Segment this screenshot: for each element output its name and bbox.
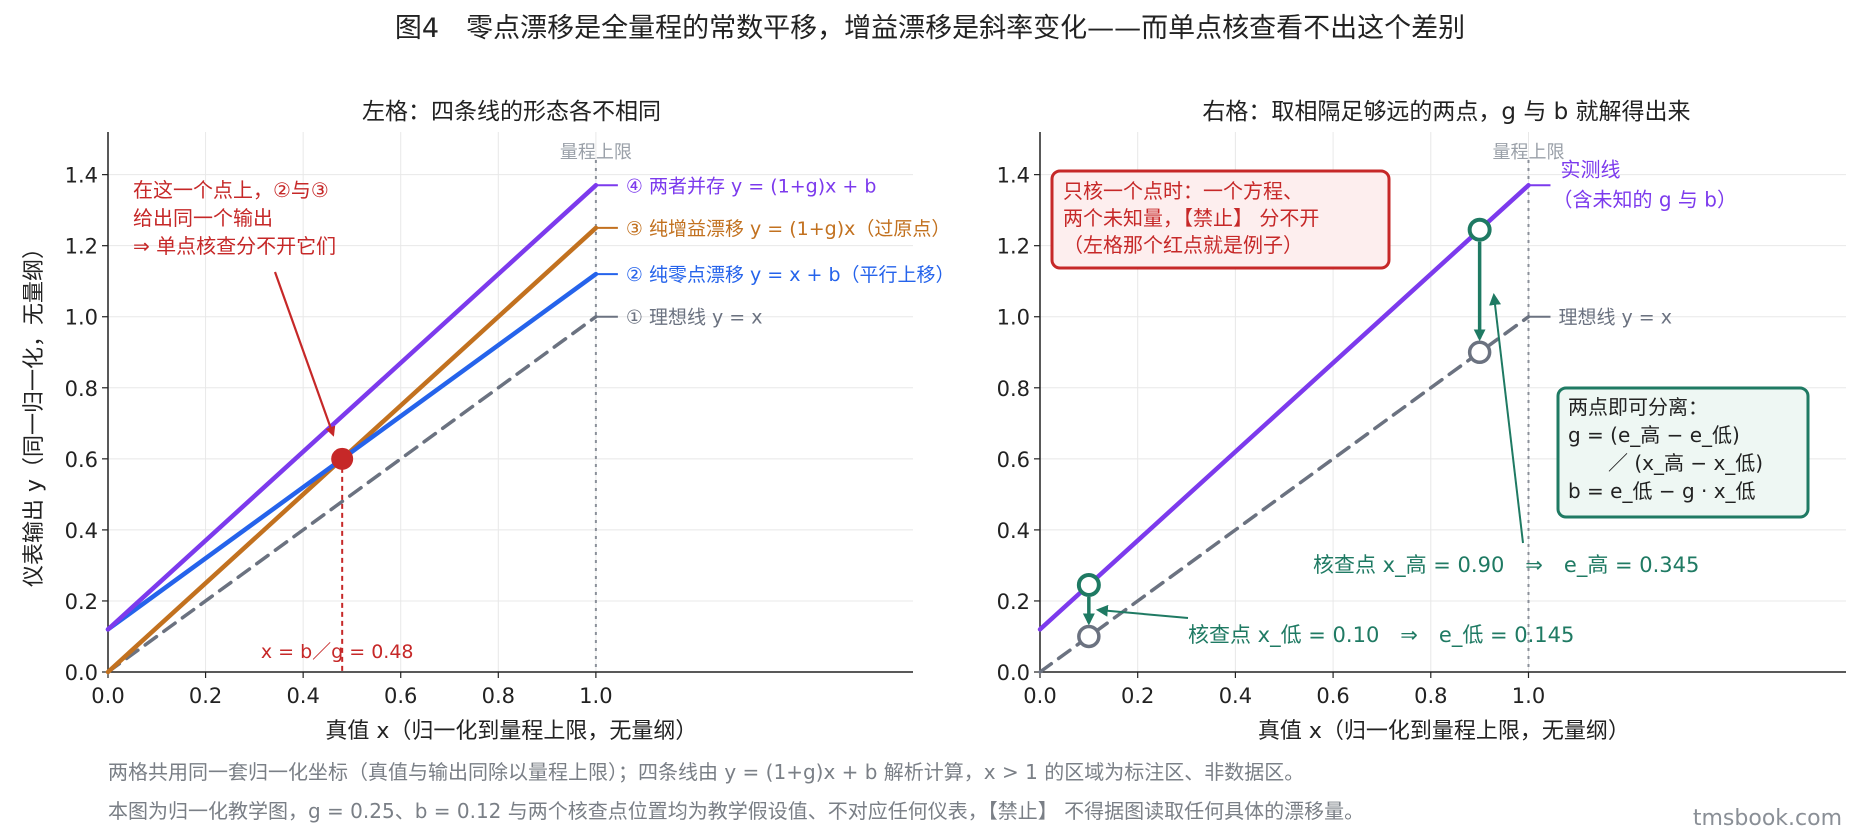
check-point-label: 核查点 x_低 = 0.10 ⇒ e_低 = 0.145 [1188, 623, 1574, 648]
check-point-callout-line [1489, 293, 1524, 544]
check-point-callout-line [1095, 604, 1189, 619]
series-label: ③ 纯增益漂移 y = (1+g)x（过原点） [626, 218, 951, 240]
formula-box-line: g = (e_高 − e_低) [1568, 423, 1740, 447]
series-label: 实测线 [1560, 157, 1620, 181]
y-tick-label: 1.4 [997, 164, 1030, 188]
formula-box-line: b = e_低 − g · x_低 [1568, 479, 1756, 503]
series-label: ① 理想线 y = x [626, 307, 763, 329]
x-tick-label: 1.0 [1512, 684, 1545, 708]
y-tick-label: 0.2 [997, 590, 1030, 614]
footnote-1: 两格共用同一套归一化坐标（真值与输出同除以量程上限）；四条线由 y = (1+g… [108, 760, 1305, 784]
x-tick-label: 0.6 [1316, 684, 1349, 708]
series-label: ④ 两者并存 y = (1+g)x + b [626, 175, 877, 197]
range-limit-label: 量程上限 [560, 142, 632, 163]
x-tick-label: 0.2 [1121, 684, 1154, 708]
single-point-warning-box [1050, 169, 1391, 270]
x-tick-label: 1.0 [579, 684, 612, 708]
annotation-line: 给出同一个输出 [133, 206, 273, 230]
y-tick-label: 0.6 [65, 448, 98, 472]
y-tick-label: 1.4 [65, 164, 98, 188]
y-tick-label: 1.2 [65, 235, 98, 259]
left-panel-title: 左格：四条线的形态各不相同 [362, 99, 661, 125]
range-limit-label: 量程上限 [1492, 142, 1564, 163]
series-label: ② 纯零点漂移 y = x + b（平行上移） [626, 264, 955, 286]
two-point-formula-box [1556, 386, 1810, 519]
annotation-line: ⇒ 单点核查分不开它们 [133, 234, 336, 258]
y-axis-label: 仪表输出 y（同一归一化，无量纲） [22, 237, 47, 587]
y-tick-label: 1.2 [997, 235, 1030, 259]
annotation-arrow [273, 271, 336, 437]
y-tick-label: 0.2 [65, 590, 98, 614]
y-tick-label: 0.6 [997, 448, 1030, 472]
x-tick-label: 0.0 [1023, 684, 1056, 708]
figure-title: 图4 零点漂移是全量程的常数平移，增益漂移是斜率变化——而单点核查看不出这个差别 [394, 13, 1466, 44]
y-tick-label: 0.8 [65, 377, 98, 401]
warning-box-line: （左格那个红点就是例子） [1063, 233, 1303, 257]
formula-box-line: 两点即可分离： [1568, 395, 1708, 419]
y-tick-label: 0.4 [997, 519, 1030, 543]
warning-box-line: 只核一个点时：一个方程、 [1063, 179, 1303, 203]
left-chart: 0.0 0.2 0.4 0.6 0.8 1.0 1.2 1.4 0.0 0.2 0.4 0.6 0.8 1… [22, 132, 955, 744]
x-tick-label: 0.4 [286, 684, 319, 708]
check-point-measured-marker [1076, 572, 1101, 597]
y-tick-label: 0.4 [65, 519, 98, 543]
y-tick-label: 0.0 [65, 661, 98, 685]
footnote-2: 本图为归一化教学图，g = 0.25、b = 0.12 与两个核查点位置均为教学… [108, 799, 1365, 823]
series-line [106, 314, 598, 674]
x-tick-label: 0.8 [482, 684, 515, 708]
formula-box-line: ／ (x_高 − x_低) [1568, 451, 1763, 475]
highlight-point [331, 447, 354, 470]
series-line [1038, 314, 1531, 674]
x-tick-label: 0.2 [189, 684, 222, 708]
x-tick-label: 0.8 [1414, 684, 1447, 708]
series-line [105, 271, 599, 632]
y-tick-label: 0.8 [997, 377, 1030, 401]
check-point-ideal-marker [1077, 624, 1101, 649]
highlight-point-label: x = b／g = 0.48 [261, 641, 414, 663]
check-point-ideal-marker [1467, 340, 1492, 365]
series-label: 理想线 y = x [1558, 307, 1672, 329]
x-tick-label: 0.4 [1219, 684, 1252, 708]
check-point-label: 核查点 x_高 = 0.90 ⇒ e_高 = 0.345 [1313, 553, 1699, 578]
y-tick-label: 1.0 [997, 306, 1030, 330]
series-line [1037, 183, 1531, 632]
x-axis-label: 真值 x（归一化到量程上限，无量纲） [325, 719, 697, 744]
x-tick-label: 0.6 [384, 684, 417, 708]
warning-box-line: 两个未知量，【禁止】 分不开 [1063, 206, 1319, 230]
brand-watermark: tmsbook.com [1692, 806, 1842, 831]
check-point-measured-marker [1467, 217, 1492, 242]
x-axis-label: 真值 x（归一化到量程上限，无量纲） [1258, 719, 1630, 744]
x-tick-label: 0.0 [91, 684, 124, 708]
right-panel-title: 右格：取相隔足够远的两点，g 与 b 就解得出来 [1202, 99, 1691, 125]
right-chart: 0.0 0.2 0.4 0.6 0.8 1.0 1.2 1.4 0.0 0.2 0.4 0.6 0.8 1… [997, 132, 1846, 744]
y-tick-label: 1.0 [65, 306, 98, 330]
series-line [105, 183, 599, 632]
series-label-sub: （含未知的 g 与 b） [1552, 187, 1736, 211]
y-tick-label: 0.0 [997, 661, 1030, 685]
annotation-line: 在这一个点上，②与③ [133, 178, 329, 202]
